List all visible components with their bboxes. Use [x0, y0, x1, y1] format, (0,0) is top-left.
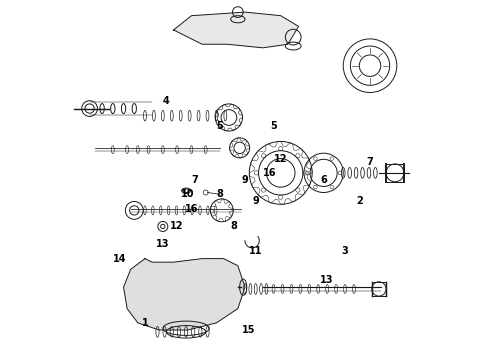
Text: 12: 12 [274, 154, 288, 163]
Text: 12: 12 [171, 221, 184, 231]
Text: 5: 5 [217, 121, 223, 131]
Text: 8: 8 [231, 221, 238, 231]
Text: 9: 9 [242, 175, 248, 185]
Text: 3: 3 [342, 247, 348, 256]
Text: 14: 14 [113, 253, 127, 264]
Text: 1: 1 [142, 318, 148, 328]
Text: 16: 16 [185, 203, 198, 213]
Text: 9: 9 [252, 197, 259, 206]
Text: 8: 8 [217, 189, 223, 199]
Text: 2: 2 [356, 197, 363, 206]
Text: 10: 10 [181, 189, 195, 199]
Text: 13: 13 [320, 275, 334, 285]
Text: 16: 16 [263, 168, 277, 178]
Text: 5: 5 [270, 121, 277, 131]
Text: 7: 7 [367, 157, 373, 167]
Text: 13: 13 [156, 239, 170, 249]
Text: 7: 7 [192, 175, 198, 185]
Polygon shape [173, 12, 298, 48]
Text: 11: 11 [249, 247, 263, 256]
Text: 4: 4 [163, 96, 170, 107]
Text: 15: 15 [242, 325, 255, 335]
Text: 6: 6 [320, 175, 327, 185]
Polygon shape [123, 258, 245, 330]
